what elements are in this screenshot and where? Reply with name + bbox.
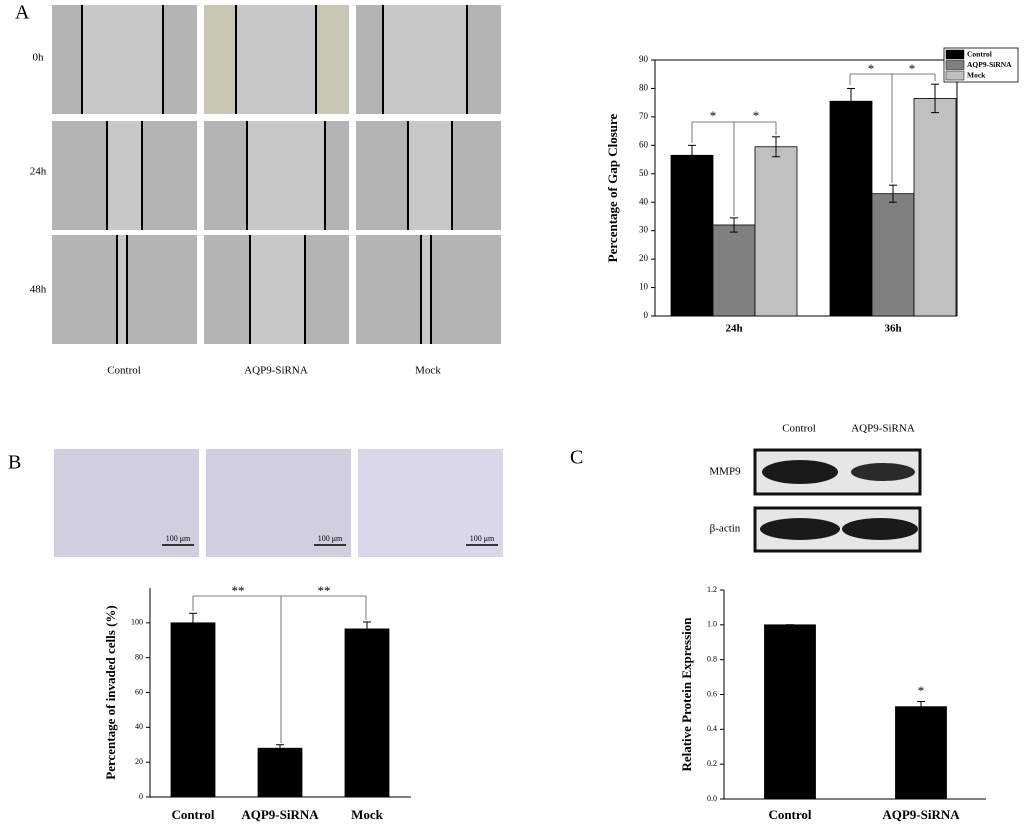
x-tick-label: 24h xyxy=(725,323,742,335)
wound-gap xyxy=(247,121,325,230)
row-label: 24h xyxy=(30,166,47,178)
significance-label: ** xyxy=(318,583,331,598)
y-tick-label: 80 xyxy=(135,652,143,661)
row-label: 48h xyxy=(30,284,47,296)
significance-label: ** xyxy=(232,583,245,598)
significance-label: * xyxy=(909,61,916,76)
scale-bar-label: 100 μm xyxy=(470,534,495,543)
bar xyxy=(913,98,957,317)
wound-gap xyxy=(117,235,127,344)
x-tick-label: Control xyxy=(768,807,811,822)
band-label: β-actin xyxy=(710,523,741,535)
x-tick-label: 36h xyxy=(884,323,901,335)
transwell-image xyxy=(54,449,199,557)
x-tick-label: Mock xyxy=(351,807,384,822)
panel-label: B xyxy=(8,452,21,474)
wound-gap xyxy=(107,121,142,230)
y-tick-label: 1.2 xyxy=(707,585,717,594)
y-tick-label: 0.2 xyxy=(707,759,717,768)
blot-band xyxy=(842,518,918,540)
y-tick-label: 0.4 xyxy=(707,724,717,733)
bar xyxy=(712,224,756,317)
bar xyxy=(895,706,947,800)
blot-band xyxy=(760,518,840,540)
bar xyxy=(170,622,216,798)
y-axis-label: Relative Protein Expression xyxy=(679,617,694,772)
y-tick-label: 0 xyxy=(139,792,143,801)
panel-label: A xyxy=(15,2,30,24)
x-tick-label: AQP9-SiRNA xyxy=(882,807,960,822)
blot-band xyxy=(762,460,838,484)
y-tick-label: 0.0 xyxy=(707,794,717,803)
wound-gap xyxy=(236,5,316,114)
significance-label: * xyxy=(753,108,760,123)
y-tick-label: 40 xyxy=(639,196,649,206)
y-axis-label: Percentage of Gap Closure xyxy=(605,113,620,262)
y-tick-label: 20 xyxy=(135,757,143,766)
wound-gap xyxy=(383,5,467,114)
bar xyxy=(257,747,303,798)
legend-label: Mock xyxy=(967,71,986,80)
column-label: Control xyxy=(107,365,141,377)
y-tick-label: 80 xyxy=(639,83,649,93)
y-tick-label: 40 xyxy=(135,722,143,731)
row-label: 0h xyxy=(33,52,45,64)
y-tick-label: 50 xyxy=(639,168,649,178)
legend-label: Control xyxy=(967,50,992,59)
significance-label: * xyxy=(710,108,717,123)
blot-band xyxy=(851,463,915,481)
legend-swatch xyxy=(945,70,965,81)
legend-swatch xyxy=(945,49,965,60)
legend-label: AQP9-SiRNA xyxy=(967,60,1012,69)
transwell-image xyxy=(358,449,503,557)
significance-label: * xyxy=(868,61,875,76)
significance-label: * xyxy=(918,683,925,698)
scale-bar-label: 100 μm xyxy=(318,534,343,543)
panel-label: C xyxy=(570,447,583,469)
bar xyxy=(754,146,798,317)
y-tick-label: 30 xyxy=(639,225,649,235)
band-label: MMP9 xyxy=(709,466,741,478)
wound-gap xyxy=(250,235,305,344)
y-tick-label: 60 xyxy=(135,687,143,696)
y-tick-label: 100 xyxy=(131,618,143,627)
y-tick-label: 0.8 xyxy=(707,654,717,663)
column-label: AQP9-SiRNA xyxy=(244,365,308,377)
y-tick-label: 0 xyxy=(644,310,649,320)
legend-swatch xyxy=(945,60,965,70)
wound-gap xyxy=(82,5,163,114)
x-tick-label: AQP9-SiRNA xyxy=(241,807,319,822)
y-tick-label: 10 xyxy=(639,282,649,292)
y-tick-label: 90 xyxy=(639,54,649,64)
scale-bar-label: 100 μm xyxy=(166,534,191,543)
y-tick-label: 0.6 xyxy=(707,689,717,698)
lane-label: AQP9-SiRNA xyxy=(851,423,915,435)
y-tick-label: 1.0 xyxy=(707,620,717,629)
wound-gap xyxy=(408,121,452,230)
bar xyxy=(764,624,816,800)
y-tick-label: 70 xyxy=(639,111,649,121)
y-tick-label: 20 xyxy=(639,253,649,263)
column-label: Mock xyxy=(415,365,441,377)
y-tick-label: 60 xyxy=(639,139,649,149)
bar xyxy=(829,100,873,317)
x-tick-label: Control xyxy=(171,807,214,822)
bar xyxy=(670,154,714,317)
bar xyxy=(344,628,390,798)
wound-gap xyxy=(421,235,431,344)
lane-label: Control xyxy=(782,423,816,435)
bar xyxy=(871,193,915,317)
transwell-image xyxy=(206,449,351,557)
y-axis-label: Percentage of invaded cells (%) xyxy=(103,605,118,780)
